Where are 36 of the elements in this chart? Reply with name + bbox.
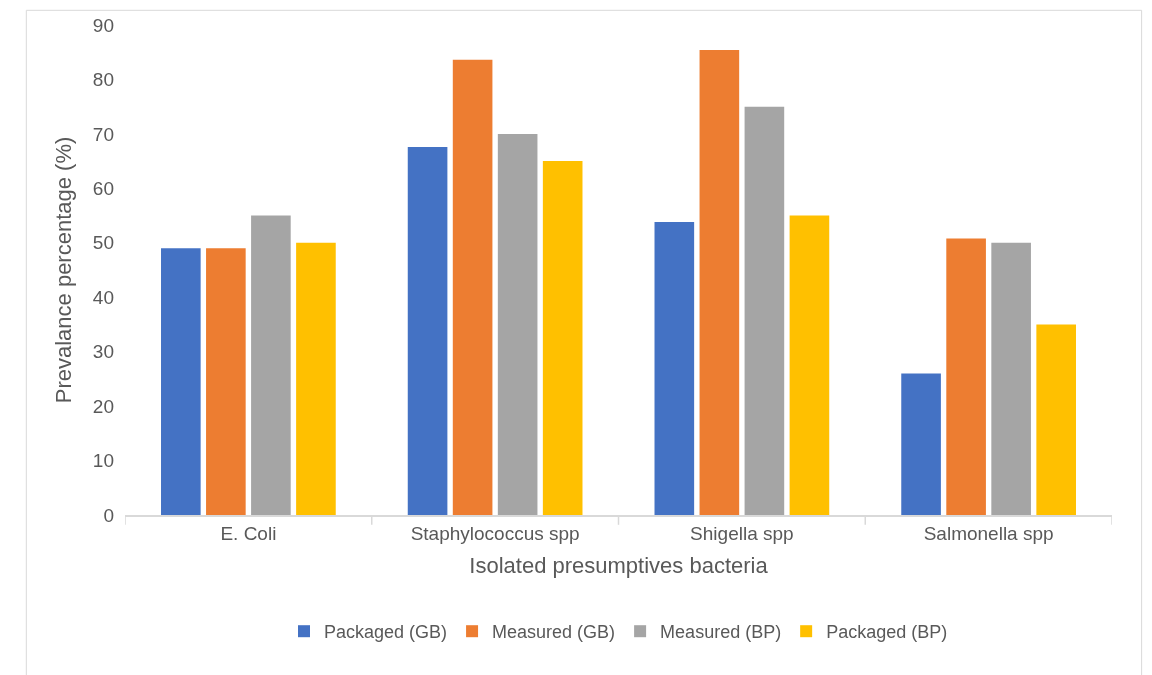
bar [497, 133, 538, 515]
y-tick-label: 10 [92, 450, 114, 472]
bar [542, 161, 583, 515]
y-tick-label: 60 [92, 177, 114, 199]
y-tick-label: 50 [92, 232, 114, 254]
legend-label: Packaged (GB) [324, 622, 448, 643]
y-tick-label: 40 [92, 286, 114, 308]
y-tick-label: 70 [92, 123, 114, 145]
bar [407, 146, 448, 515]
y-tick-label: 90 [92, 14, 114, 36]
y-tick-label: 30 [92, 341, 114, 363]
bar [206, 248, 246, 515]
bar [991, 242, 1031, 515]
bar [946, 238, 986, 515]
bar [1036, 324, 1076, 515]
y-axis-title: Prevalance percentage (%) [50, 136, 76, 404]
x-tick-label: Staphylococcus spp [410, 522, 580, 544]
y-tick-label: 80 [92, 69, 114, 91]
bar [789, 215, 830, 515]
bar [251, 215, 291, 515]
y-tick-label: 0 [103, 504, 114, 526]
legend-label: Measured (GB) [492, 622, 616, 643]
x-tick-label: Shigella spp [690, 522, 794, 544]
legend-label: Packaged (BP) [826, 622, 948, 643]
y-tick-label: 20 [92, 395, 114, 417]
bar [654, 222, 695, 515]
bar [901, 373, 941, 515]
x-tick-label: E. Coli [220, 522, 277, 544]
bar [699, 50, 740, 515]
legend-label: Measured (BP) [660, 622, 782, 643]
bar [296, 242, 336, 515]
bar [744, 106, 785, 515]
x-axis-title: Isolated presumptives bacteria [469, 552, 769, 578]
bar [161, 248, 201, 515]
bar [452, 59, 493, 515]
x-tick-label: Salmonella spp [923, 522, 1054, 544]
